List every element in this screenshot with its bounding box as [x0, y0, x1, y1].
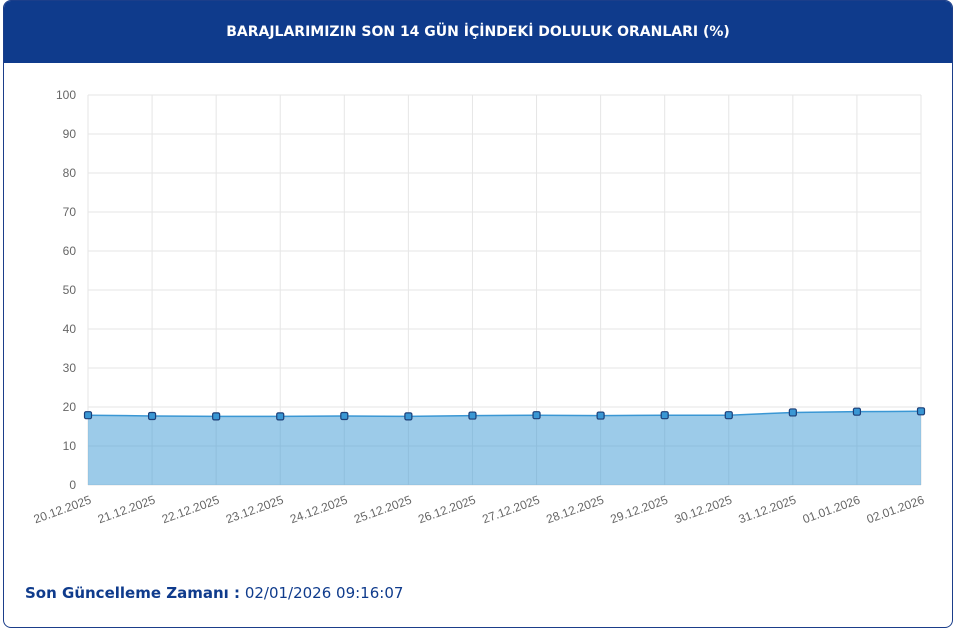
marker	[83, 411, 93, 420]
y-tick-label: 50	[63, 283, 77, 297]
y-tick-label: 60	[63, 244, 77, 258]
footer-value: 02/01/2026 09:16:07	[244, 584, 404, 602]
marker	[596, 411, 605, 420]
area	[88, 411, 921, 485]
y-tick-label: 40	[63, 322, 77, 336]
marker	[916, 407, 926, 416]
x-tick-label: 30.12.2025	[673, 493, 735, 527]
x-tick-label: 25.12.2025	[352, 493, 414, 527]
chart-title: BARAJLARIMIZIN SON 14 GÜN İÇİNDEKİ DOLUL…	[4, 1, 952, 63]
x-tick-label: 24.12.2025	[288, 493, 350, 527]
marker	[276, 412, 285, 421]
marker	[532, 411, 541, 420]
marker	[468, 411, 477, 420]
y-tick-label: 20	[63, 400, 77, 414]
x-tick-label: 22.12.2025	[160, 493, 222, 527]
marker	[788, 408, 797, 417]
y-tick-label: 80	[63, 166, 77, 180]
y-tick-label: 30	[63, 361, 77, 375]
line	[87, 410, 922, 418]
footer: Son Güncelleme Zamanı : 02/01/2026 09:16…	[25, 584, 403, 602]
marker	[404, 412, 413, 421]
marker	[212, 412, 221, 421]
x-tick-label: 20.12.2025	[32, 493, 94, 527]
marker	[147, 411, 157, 421]
x-tick-label: 23.12.2025	[224, 493, 286, 527]
x-tick-label: 21.12.2025	[96, 493, 158, 527]
x-tick-label: 31.12.2025	[737, 493, 799, 527]
x-tick-label: 02.01.2026	[865, 493, 927, 527]
marker	[660, 411, 669, 420]
x-tick-label: 27.12.2025	[480, 493, 542, 527]
marker	[852, 407, 862, 416]
footer-label: Son Güncelleme Zamanı :	[25, 584, 241, 602]
marker	[724, 411, 733, 420]
y-tick-label: 0	[69, 478, 76, 492]
x-tick-label: 28.12.2025	[544, 493, 606, 527]
y-tick-label: 70	[63, 205, 77, 219]
y-tick-label: 10	[63, 439, 77, 453]
marker	[340, 411, 349, 421]
x-tick-label: 01.01.2026	[801, 493, 863, 527]
x-tick-label: 29.12.2025	[608, 493, 670, 527]
y-tick-label: 90	[63, 127, 77, 141]
card: BARAJLARIMIZIN SON 14 GÜN İÇİNDEKİ DOLUL…	[3, 0, 953, 628]
x-tick-label: 26.12.2025	[416, 493, 478, 527]
y-tick-label: 100	[56, 88, 76, 102]
